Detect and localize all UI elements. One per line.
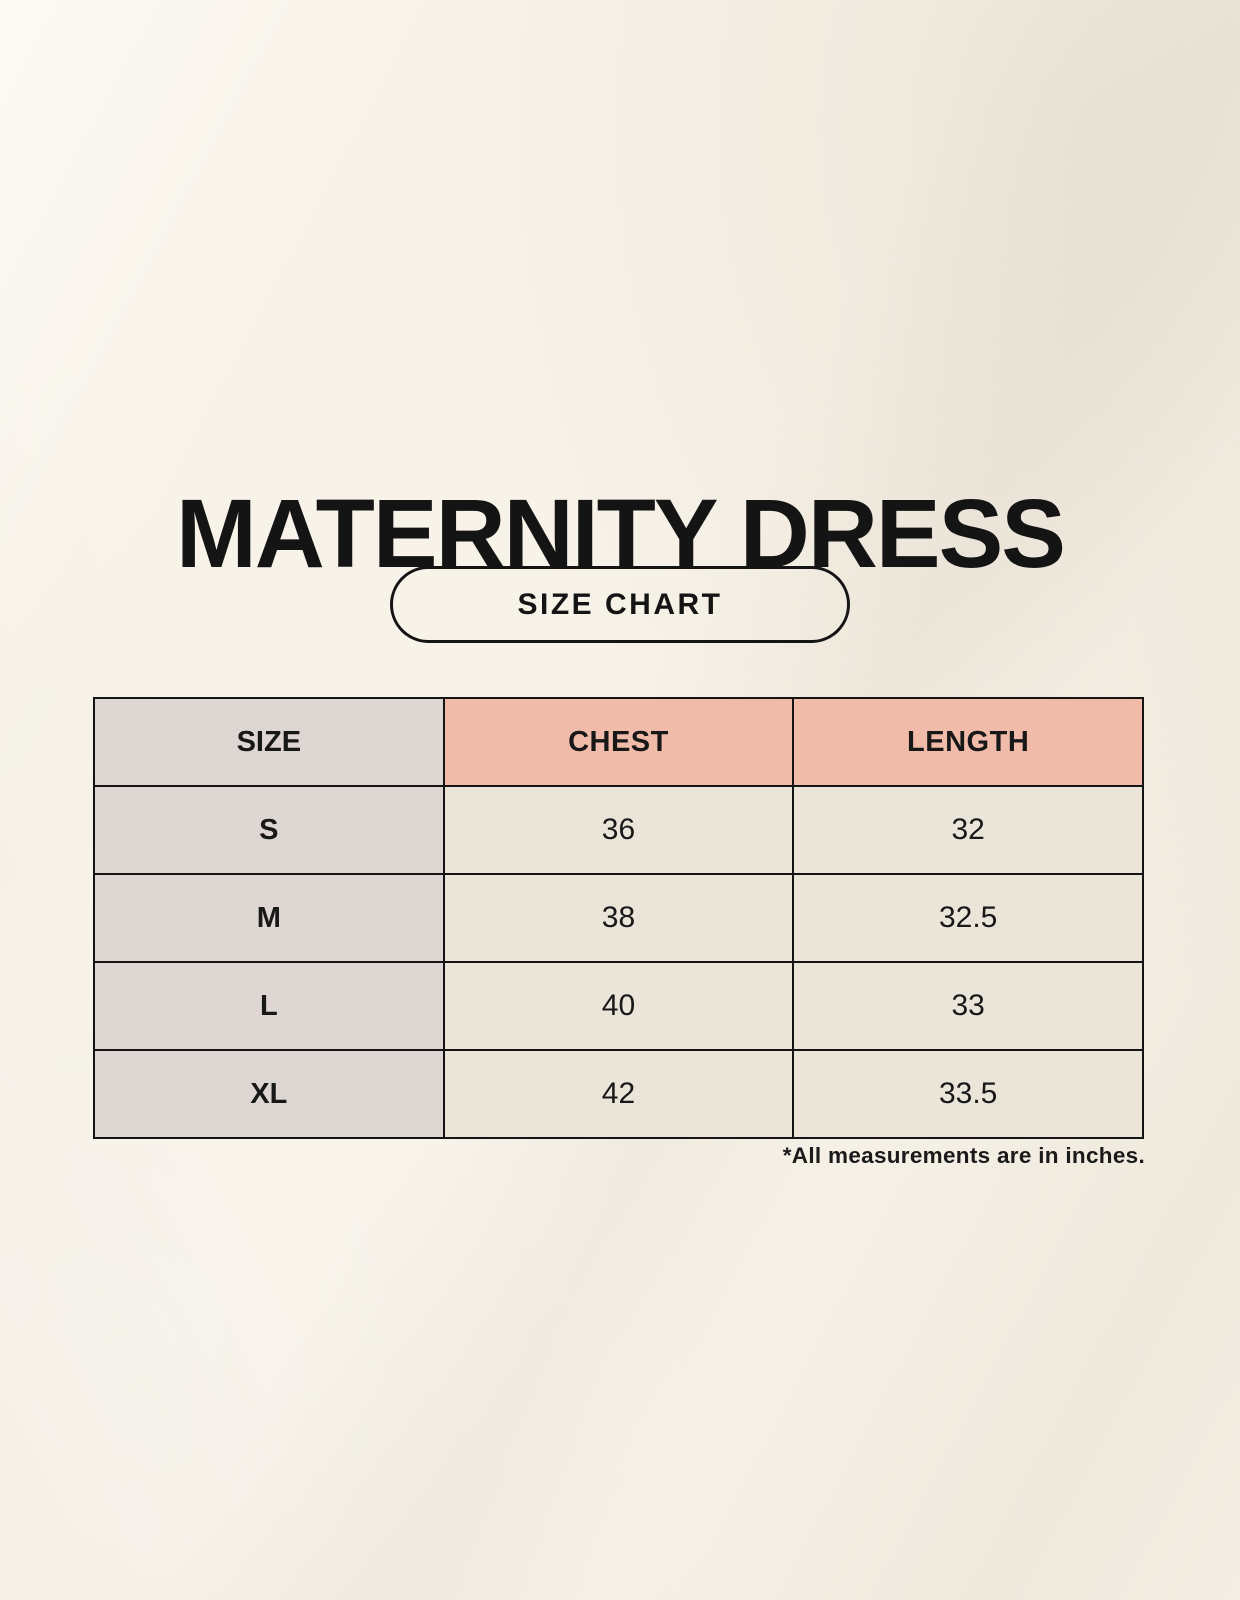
chest-cell: 40	[442, 961, 795, 1051]
length-cell: 33	[792, 961, 1144, 1051]
size-chart-badge: SIZE CHART	[390, 566, 850, 643]
table-row: L 40 33	[93, 961, 1144, 1051]
table-row: S 36 32	[93, 785, 1144, 875]
size-cell: XL	[93, 1049, 445, 1139]
column-header-chest: CHEST	[442, 697, 795, 787]
size-cell: S	[93, 785, 445, 875]
measurements-footnote: *All measurements are in inches.	[782, 1143, 1145, 1168]
table-header-row: SIZE CHEST LENGTH	[93, 697, 1144, 787]
chest-cell: 42	[442, 1049, 795, 1139]
column-header-length: LENGTH	[792, 697, 1144, 787]
chest-cell: 38	[442, 873, 795, 963]
size-chart-table: SIZE CHEST LENGTH S 36 32 M 38 32.5 L 40…	[93, 697, 1144, 1139]
length-cell: 32	[792, 785, 1144, 875]
table-row: XL 42 33.5	[93, 1049, 1144, 1139]
size-cell: L	[93, 961, 445, 1051]
size-cell: M	[93, 873, 445, 963]
column-header-size: SIZE	[93, 697, 445, 787]
table-row: M 38 32.5	[93, 873, 1144, 963]
length-cell: 32.5	[792, 873, 1144, 963]
chest-cell: 36	[442, 785, 795, 875]
length-cell: 33.5	[792, 1049, 1144, 1139]
